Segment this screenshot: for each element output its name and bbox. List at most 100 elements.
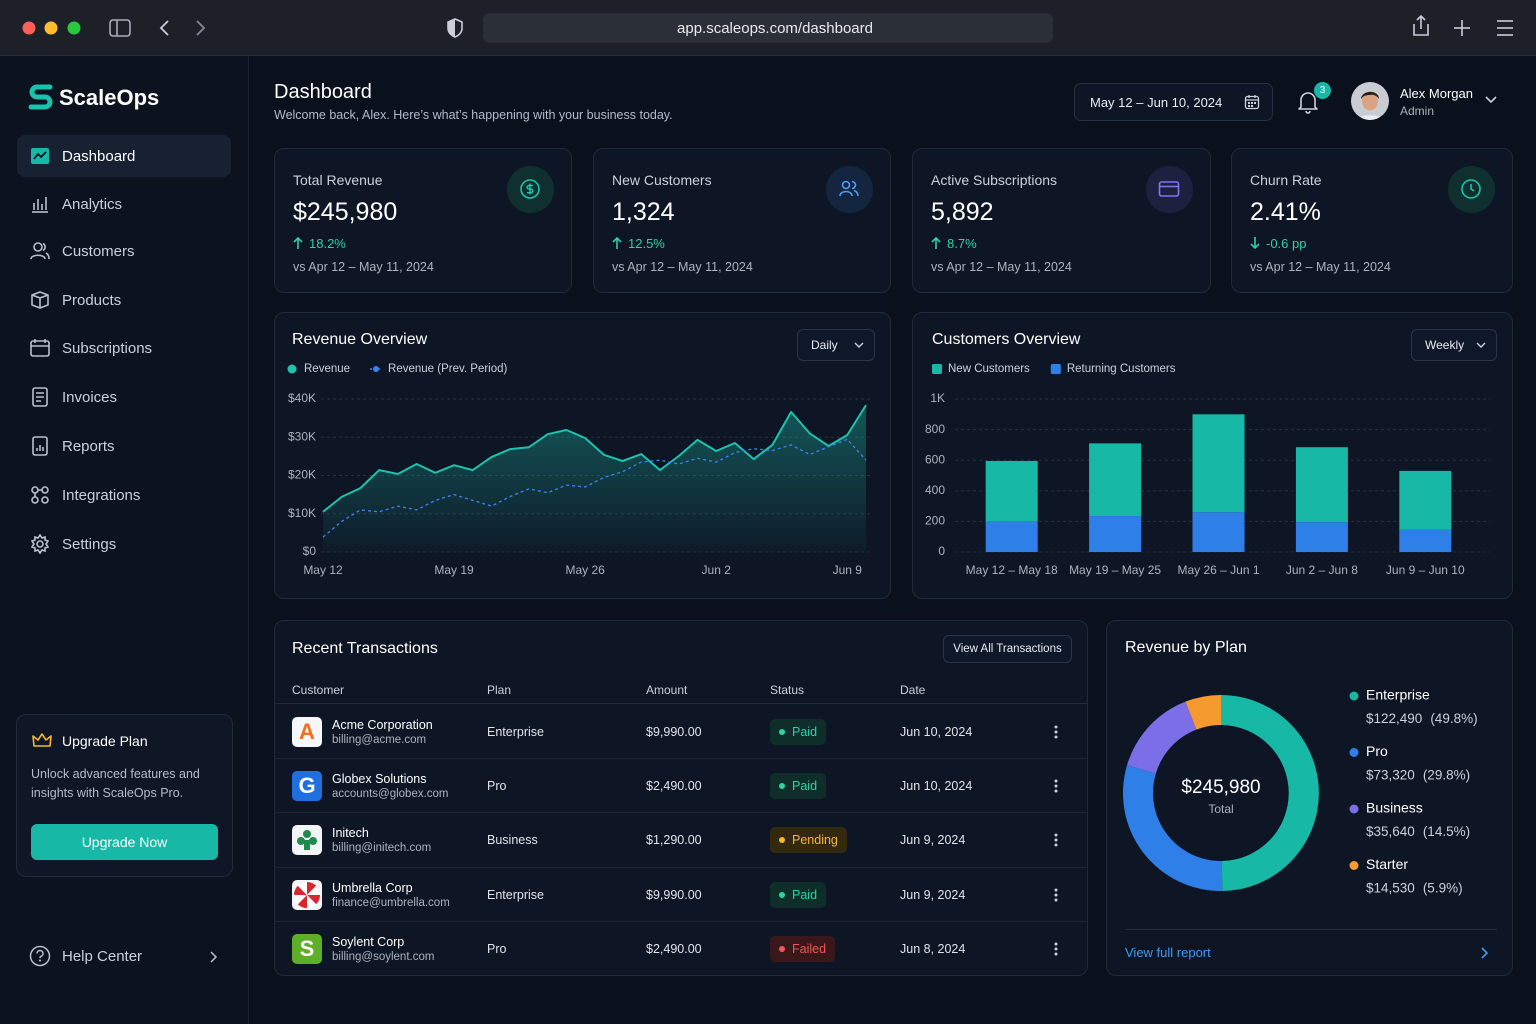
nav-label: Subscriptions (62, 339, 153, 357)
nav-icon (32, 436, 48, 456)
nav-label: Customers (62, 242, 135, 260)
divider (275, 866, 1087, 868)
kpi-arrow (931, 236, 941, 255)
period-dropdown[interactable]: Daily (797, 329, 875, 361)
nav-icon (32, 197, 48, 213)
notification-badge: 3 (1314, 82, 1331, 99)
plan-card: View full report (1106, 620, 1513, 976)
status-badge: Paid (770, 881, 827, 908)
nav-label: Settings (62, 535, 117, 553)
nav-icon (32, 387, 48, 407)
nav-item[interactable]: Subscriptions (17, 327, 231, 369)
nav-icon (30, 339, 50, 357)
nav-item[interactable]: Reports (17, 425, 231, 467)
help-icon (29, 945, 51, 967)
amount: $2,490.00 (646, 779, 702, 794)
nav-icon (30, 242, 50, 260)
nav-icon (31, 291, 49, 309)
kpi-change: 8.7% (947, 236, 977, 251)
amount: $1,290.00 (646, 833, 702, 848)
customer-email: billing@initech.com (332, 842, 432, 855)
nav-item[interactable]: Integrations (17, 474, 231, 516)
kpi-arrow (293, 236, 303, 255)
date: Jun 10, 2024 (900, 725, 973, 739)
date: Jun 8, 2024 (900, 941, 966, 956)
plan: Business (487, 833, 538, 848)
chevron (210, 951, 218, 963)
date: Jun 9, 2024 (900, 887, 966, 902)
kpi-value: 2.41% (1250, 198, 1321, 226)
brand-name: ScaleOps (59, 85, 160, 110)
chevron (854, 342, 864, 348)
customer-email: billing@acme.com (332, 734, 427, 746)
company-logo (292, 825, 322, 856)
kpi-label: Churn Rate (1250, 172, 1322, 188)
customer-name: Initech (332, 826, 369, 841)
page-title: Dashboard (274, 81, 372, 103)
nav-label: Reports (62, 437, 115, 455)
row-menu[interactable] (1053, 832, 1059, 853)
chevron (1476, 342, 1486, 348)
nav-item[interactable]: Dashboard (17, 135, 231, 177)
sidebar: ScaleOps Dashboard Analytics Customers P… (0, 56, 249, 1024)
customer-name: Soylent Corp (332, 934, 405, 949)
nav-item[interactable]: Products (17, 279, 231, 321)
revenue-card: Daily (274, 312, 891, 599)
company-logo (292, 879, 322, 910)
row-menu[interactable] (1053, 724, 1059, 745)
view-all-button[interactable]: View All Transactions (943, 635, 1072, 663)
user-name: Alex Morgan (1400, 86, 1473, 101)
row-menu[interactable] (1053, 941, 1059, 962)
bell-icon[interactable] (1296, 88, 1322, 116)
divider (275, 920, 1087, 922)
period-dropdown[interactable]: Weekly (1411, 329, 1497, 361)
upgrade-card: Upgrade Plan Unlock advanced features an… (16, 714, 233, 877)
upgrade-button[interactable]: Upgrade Now (31, 824, 218, 860)
customer-name: Umbrella Corp (332, 880, 413, 895)
kpi-value: 1,324 (612, 198, 675, 226)
kpi-label: New Customers (612, 172, 712, 188)
amount: $9,990.00 (646, 887, 702, 902)
help-center[interactable]: Help Center (62, 948, 143, 965)
status-badge: Pending (770, 827, 847, 854)
nav-item[interactable]: Analytics (17, 183, 231, 225)
nav-icon (31, 486, 49, 504)
company-logo: S (292, 933, 322, 964)
nav-item[interactable]: Customers (17, 230, 231, 272)
address-bar[interactable]: app.scaleops.com/dashboard (483, 13, 1053, 43)
status-badge: Paid (770, 773, 827, 800)
divider (275, 812, 1087, 814)
upgrade-text: Unlock advanced features and insights wi… (31, 767, 200, 800)
row-menu[interactable] (1053, 778, 1059, 799)
nav-label: Products (62, 291, 122, 309)
kpi-change: -0.6 pp (1266, 236, 1307, 251)
date-picker[interactable]: May 12 – Jun 10, 2024 (1074, 83, 1273, 121)
kpi-icon (1146, 166, 1193, 213)
kpi-comparison: vs Apr 12 – May 11, 2024 (1250, 260, 1391, 274)
company-logo: A (292, 717, 322, 747)
kpi-card: Total Revenue $245,980 18.2% vs Apr 12 – Ma… (274, 148, 572, 293)
date-range: May 12 – Jun 10, 2024 (1090, 95, 1223, 110)
customer-email: finance@umbrella.com (332, 896, 450, 909)
customer-email: billing@soylent.com (332, 950, 435, 963)
chevron[interactable] (1484, 95, 1498, 105)
kpi-value: 5,892 (931, 198, 994, 226)
column-header: Date (900, 683, 926, 697)
column-header: Plan (487, 683, 512, 697)
kpi-value: $245,980 (293, 198, 398, 226)
crown-icon (32, 733, 52, 747)
report-link[interactable]: View full report (1125, 945, 1211, 960)
row-menu[interactable] (1053, 887, 1059, 908)
kpi-card: Churn Rate 2.41% -0.6 pp vs Apr 12 – May 11… (1231, 148, 1513, 293)
kpi-change: 12.5% (628, 236, 665, 251)
nav-label: Integrations (62, 486, 141, 504)
customer-name: Globex Solutions (332, 772, 427, 787)
company-logo: G (292, 771, 322, 802)
nav-item[interactable]: Settings (17, 523, 231, 565)
nav-item[interactable]: Invoices (17, 376, 231, 418)
transactions-card: Recent Transactions View All Transaction… (274, 620, 1088, 976)
customers-card: Weekly (912, 312, 1513, 599)
avatar[interactable] (1351, 82, 1389, 120)
customer-name: Acme Corporation (332, 718, 433, 732)
column-header: Status (770, 683, 805, 697)
